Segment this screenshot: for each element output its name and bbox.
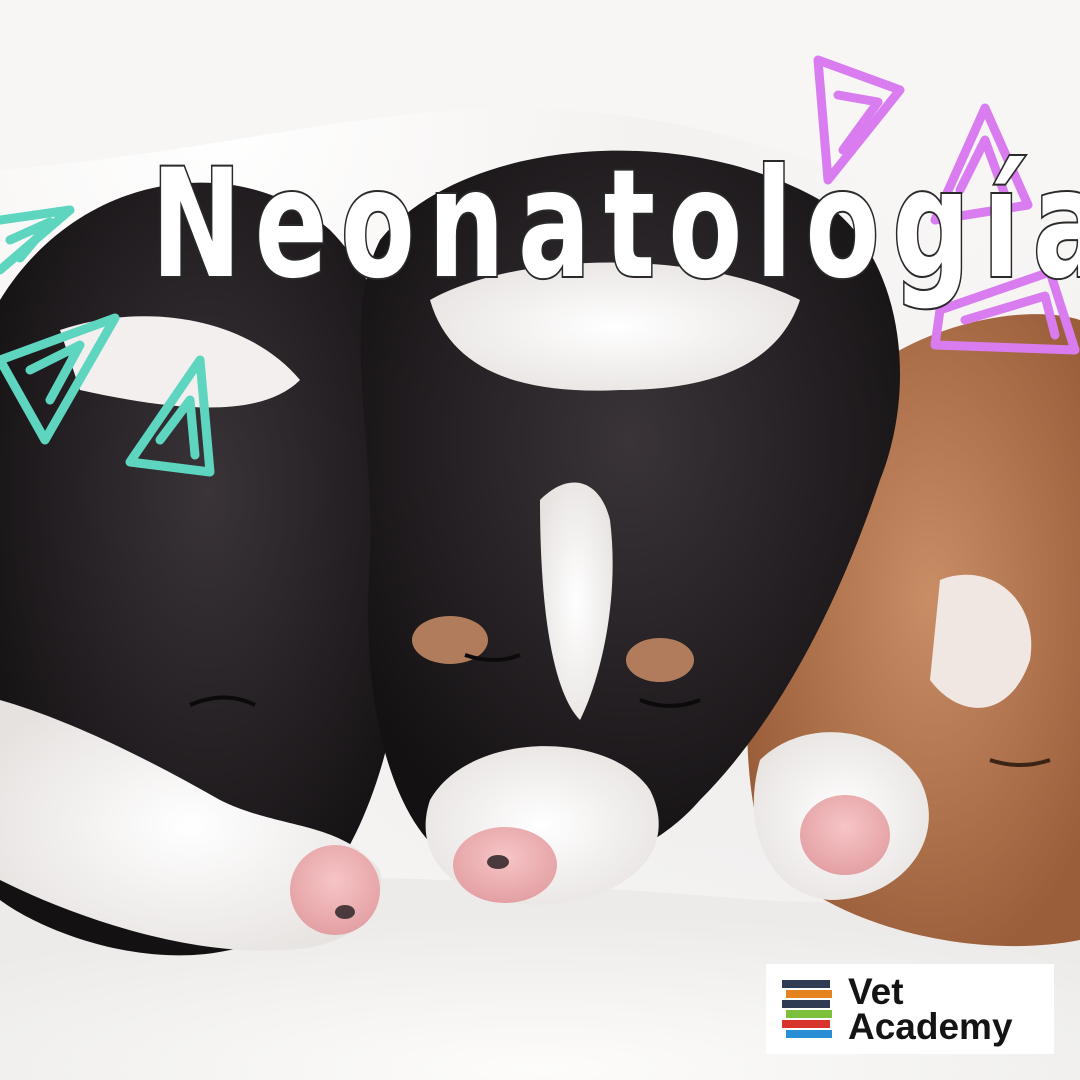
page-title: Neonatología	[150, 138, 1080, 312]
books-stack-icon	[782, 980, 832, 1038]
teal-triangle-doodle-icon	[0, 205, 215, 477]
logo-line-vet: Vet	[848, 970, 904, 1012]
pink-triangle-doodle-icon	[813, 55, 1080, 355]
vet-academy-logo: Vet Academy	[766, 964, 1054, 1054]
logo-wordmark: Vet Academy	[848, 970, 1013, 1047]
logo-line-academy: Academy	[848, 1006, 1013, 1047]
